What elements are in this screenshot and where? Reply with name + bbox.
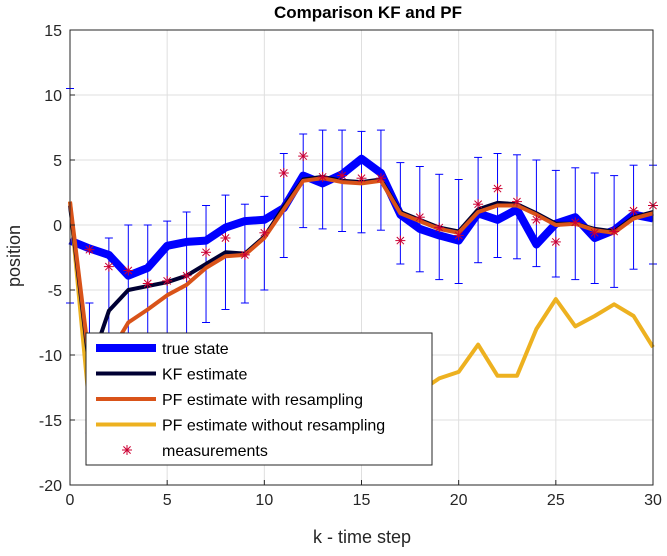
measurement-marker — [609, 226, 620, 237]
measurement-marker — [492, 183, 503, 194]
x-axis-label: k - time step — [313, 527, 411, 547]
measurement-marker — [589, 227, 600, 238]
chart-title: Comparison KF and PF — [274, 3, 462, 22]
x-tick-label: 30 — [644, 492, 662, 509]
legend-item: PF estimate with resampling — [96, 392, 363, 409]
measurement-marker — [317, 171, 328, 182]
y-tick-label: 10 — [44, 88, 62, 105]
measurement-markers — [84, 151, 658, 289]
x-tick-label: 10 — [255, 492, 273, 509]
legend-item: PF estimate without resampling — [96, 418, 385, 435]
measurement-marker — [259, 227, 270, 238]
legend-label: PF estimate with resampling — [162, 392, 363, 409]
measurement-marker — [375, 173, 386, 184]
y-tick-label: 15 — [44, 23, 62, 40]
y-axis-label: position — [4, 225, 24, 287]
measurement-marker — [239, 249, 250, 260]
x-tick-label: 25 — [547, 492, 565, 509]
legend-label: PF estimate without resampling — [162, 418, 385, 435]
x-tick-label: 20 — [450, 492, 468, 509]
measurement-marker — [628, 205, 639, 216]
measurement-marker — [103, 261, 114, 272]
y-tick-label: -20 — [39, 478, 62, 495]
measurement-marker — [278, 168, 289, 178]
measurement-marker — [298, 151, 309, 162]
measurement-marker — [220, 233, 231, 243]
axis-ticks: 0 5 10 15 20 25 30 15 10 5 0 -5 -10 -15 -20 — [39, 23, 662, 509]
series-line-pf-estimate-with-resampling — [68, 176, 654, 364]
measurement-marker — [550, 236, 561, 247]
legend: true state KF estimate PF estimate with re… — [85, 332, 433, 466]
measurement-marker — [123, 265, 134, 276]
y-tick-label: -5 — [48, 283, 62, 300]
legend-label: KF estimate — [162, 367, 247, 384]
x-tick-label: 15 — [353, 492, 371, 509]
error-bar — [260, 195, 269, 291]
x-tick-label: 0 — [66, 492, 75, 509]
measurement-marker — [395, 235, 406, 246]
legend-label: true state — [162, 341, 229, 358]
measurement-marker — [181, 270, 192, 281]
measurement-marker — [201, 247, 212, 258]
measurement-marker — [414, 212, 425, 223]
legend-marker-swatch — [122, 445, 132, 455]
y-tick-label: -15 — [39, 413, 62, 430]
measurement-marker — [511, 196, 522, 207]
measurement-marker — [531, 214, 542, 225]
legend-item: measurements — [122, 443, 268, 460]
measurement-marker — [356, 173, 367, 184]
measurement-marker — [142, 278, 153, 289]
measurement-marker — [434, 222, 445, 233]
legend-label: measurements — [162, 443, 268, 460]
y-tick-label: -10 — [39, 348, 62, 365]
measurement-marker — [473, 199, 484, 210]
y-tick-label: 0 — [53, 218, 62, 235]
y-tick-label: 5 — [53, 153, 62, 170]
legend-item: KF estimate — [96, 367, 247, 384]
measurement-marker — [84, 244, 95, 255]
measurement-marker — [453, 230, 464, 241]
legend-item: true state — [96, 341, 229, 358]
x-tick-label: 5 — [163, 492, 172, 509]
measurement-marker — [570, 217, 581, 228]
measurement-marker — [337, 170, 348, 181]
measurement-marker — [162, 275, 173, 286]
